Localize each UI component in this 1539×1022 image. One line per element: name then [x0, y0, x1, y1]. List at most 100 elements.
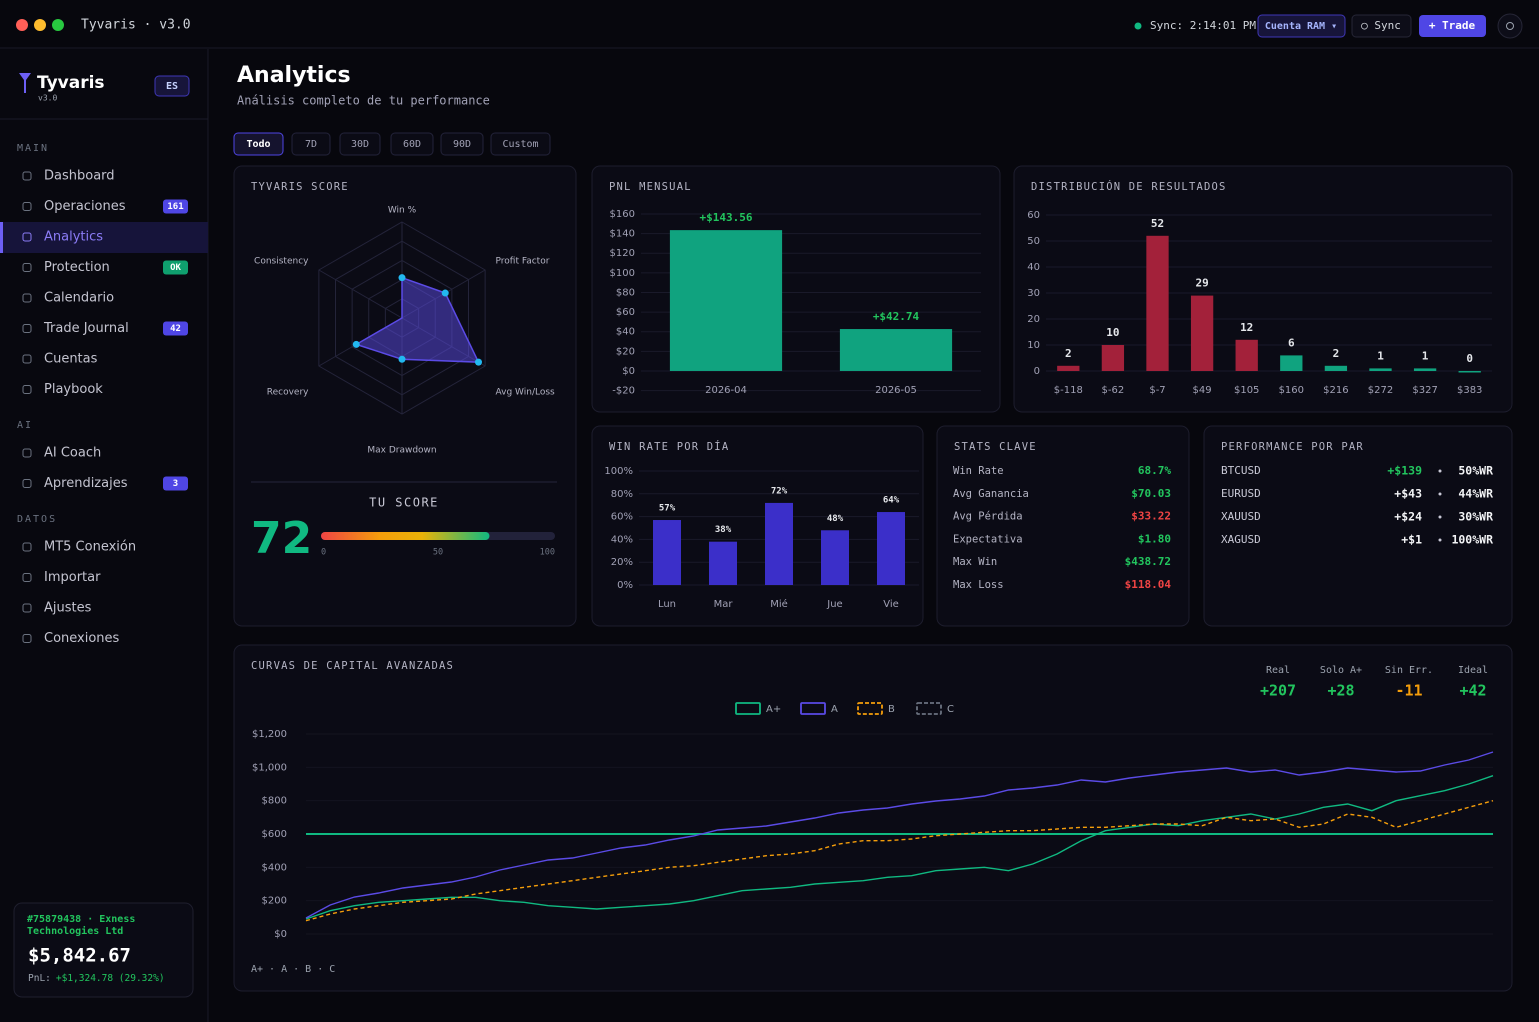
legend-swatch[interactable]	[916, 702, 942, 715]
trade-button[interactable]	[1419, 15, 1486, 37]
bar[interactable]	[669, 230, 783, 371]
curves-footer: A+ · A · B · C	[251, 964, 335, 975]
account-button[interactable]	[1257, 14, 1346, 38]
radar-point	[398, 355, 406, 363]
bar[interactable]	[709, 541, 737, 585]
nav-item[interactable]: Ajustes	[44, 601, 92, 616]
account-label: Cuenta RAM ▾	[1265, 21, 1337, 32]
sync-button[interactable]	[1351, 14, 1412, 38]
bar[interactable]	[1324, 365, 1348, 371]
bar-value-label: 0	[1466, 352, 1473, 365]
window-control[interactable]	[34, 19, 46, 31]
filter-button[interactable]	[390, 132, 434, 156]
bar[interactable]	[1101, 345, 1125, 371]
nav-item[interactable]: MT5 Conexión	[44, 540, 136, 555]
pair-win-rate: 44%WR	[1458, 487, 1493, 501]
legend-label: A	[831, 704, 838, 715]
nav-icon	[22, 385, 32, 394]
legend-swatch[interactable]	[800, 702, 826, 715]
bar[interactable]	[821, 530, 849, 585]
filter-button[interactable]	[440, 132, 484, 156]
window-control[interactable]	[52, 19, 64, 31]
nav-icon	[22, 324, 32, 333]
nav-icon	[22, 232, 32, 242]
filter-button[interactable]	[233, 132, 284, 156]
y-tick-label: $100	[610, 268, 635, 279]
bar-value-label: 57%	[659, 504, 676, 514]
bar[interactable]	[1235, 339, 1258, 371]
nav-item[interactable]: Calendario	[44, 291, 114, 306]
x-tick-label: $327	[1412, 385, 1437, 396]
filter-button[interactable]	[339, 132, 381, 156]
nav-icon	[22, 634, 32, 643]
bar[interactable]	[1146, 235, 1169, 371]
bar[interactable]	[1458, 371, 1481, 373]
stat-value: $70.03	[1131, 487, 1171, 500]
sync-dot	[1134, 22, 1142, 30]
nav-item[interactable]: AI Coach	[44, 446, 101, 461]
y-tick-label: $1,000	[252, 762, 287, 773]
nav-item[interactable]: Playbook	[44, 382, 103, 397]
summary-label: Sin Err.	[1385, 665, 1433, 676]
bar-value-label: 38%	[715, 525, 732, 535]
panel-title: DISTRIBUCIÓN DE RESULTADOS	[1031, 180, 1227, 193]
nav-item[interactable]: Analytics	[44, 230, 103, 245]
y-tick-label: $40	[616, 327, 635, 338]
y-tick-label: $60	[616, 307, 635, 318]
nav-item[interactable]: Importar	[44, 570, 101, 585]
legend-label: B	[888, 704, 895, 715]
x-tick-label: $-7	[1149, 385, 1165, 396]
stat-label: Avg Ganancia	[953, 488, 1029, 500]
nav-icon	[22, 354, 32, 364]
bar[interactable]	[765, 502, 793, 585]
panel-title: STATS CLAVE	[954, 441, 1037, 453]
bar[interactable]	[839, 329, 953, 371]
legend-swatch[interactable]	[735, 702, 761, 715]
nav-item[interactable]: Trade Journal	[43, 321, 129, 336]
pair-pnl: +$139	[1387, 464, 1422, 478]
window-control[interactable]	[16, 19, 28, 31]
nav-icon	[22, 293, 32, 303]
bar[interactable]	[877, 512, 905, 585]
bar[interactable]	[653, 520, 681, 585]
pair-name: XAGUSD	[1221, 533, 1261, 546]
filter-label: 30D	[351, 139, 369, 150]
nav-item[interactable]: Conexiones	[44, 631, 120, 646]
filter-button[interactable]	[490, 132, 551, 156]
x-tick-label: $272	[1368, 385, 1393, 396]
nav-item[interactable]: Protection	[44, 260, 110, 275]
bar[interactable]	[1057, 365, 1080, 371]
radar-point	[398, 274, 406, 282]
stat-label: Win Rate	[953, 465, 1004, 477]
legend-swatch[interactable]	[857, 702, 883, 715]
filter-button[interactable]	[291, 132, 331, 156]
y-tick-label: $200	[262, 896, 287, 907]
y-tick-label: 20	[1027, 314, 1040, 325]
x-tick-label: Mar	[714, 599, 734, 610]
nav-item[interactable]: Operaciones	[44, 199, 126, 214]
equity-line	[305, 775, 1494, 920]
nav-item[interactable]: Cuentas	[44, 352, 98, 367]
panel	[233, 165, 577, 627]
summary-label: Solo A+	[1320, 665, 1362, 676]
panel	[1203, 425, 1513, 627]
version: v3.0	[38, 94, 57, 103]
bar-value-label: +$143.56	[700, 211, 753, 224]
filter-label: Custom	[502, 139, 538, 150]
language-button[interactable]	[154, 75, 190, 97]
nav-item[interactable]: Aprendizajes	[44, 476, 128, 491]
settings-button[interactable]	[1497, 13, 1523, 39]
bar[interactable]	[1369, 368, 1392, 371]
bar[interactable]	[1190, 295, 1214, 371]
nav-item[interactable]: Dashboard	[44, 169, 115, 184]
nav-icon	[22, 542, 32, 552]
pair-separator	[1438, 515, 1442, 519]
x-tick-label: $383	[1457, 385, 1482, 396]
bar[interactable]	[1413, 368, 1437, 371]
bar[interactable]	[1280, 355, 1303, 371]
score-label: TU SCORE	[369, 496, 439, 510]
nav-icon	[22, 202, 32, 211]
y-tick-label: $160	[610, 209, 635, 220]
